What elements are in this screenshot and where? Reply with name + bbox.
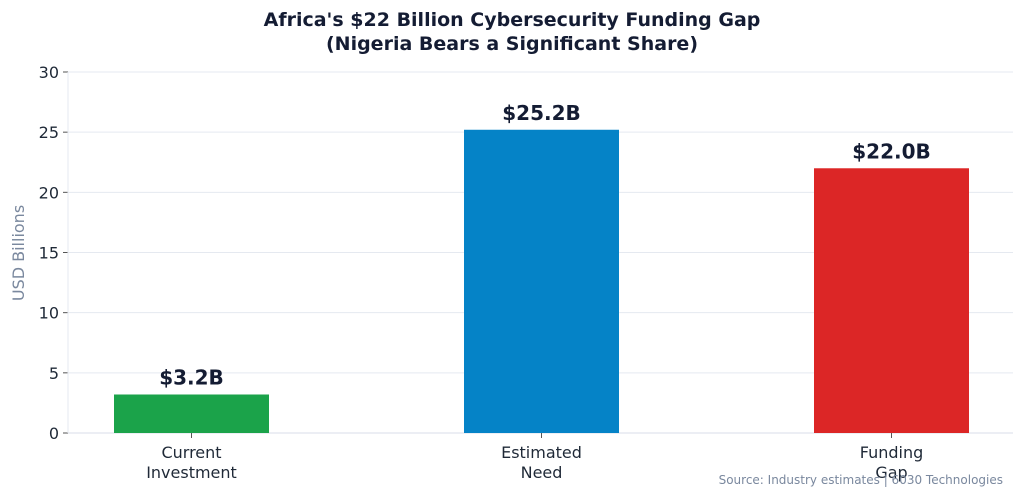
y-axis-label: USD Billions [9,205,28,301]
x-tick-label: Funding [860,443,924,462]
bar [464,129,619,433]
x-tick-label: Gap [875,463,907,482]
chart-subtitle: (Nigeria Bears a Significant Share) [326,33,698,55]
x-tick-label: Estimated [501,443,582,462]
y-tick-label: 20 [39,183,59,202]
x-tick-label: Investment [146,463,237,482]
y-tick-label: 30 [39,63,59,82]
x-tick-label: Need [521,463,563,482]
y-tick-label: 5 [49,364,59,383]
bar [114,394,269,433]
bar [814,168,969,433]
y-tick-labels: 0 5 10 15 20 25 30 [39,63,59,443]
data-labels: $3.2B $25.2B $22.0B [159,101,931,390]
y-tick-label: 25 [39,123,59,142]
source-note: Source: Industry estimates | 6030 Techno… [719,473,1003,487]
data-label: $25.2B [502,101,581,125]
y-tick-label: 10 [39,304,59,323]
data-label: $22.0B [852,139,931,163]
x-tick-label: Current [161,443,221,462]
chart-title: Africa's $22 Billion Cybersecurity Fundi… [264,9,761,31]
y-tick-label: 0 [49,424,59,443]
y-tick-label: 15 [39,244,59,263]
data-label: $3.2B [159,365,224,389]
bars [114,129,969,433]
